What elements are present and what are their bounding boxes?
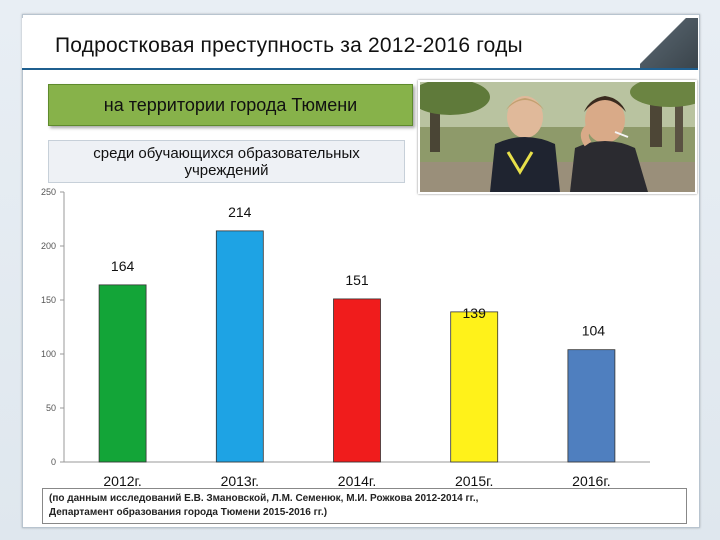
bar-2014г. xyxy=(333,298,381,463)
x-tick-label: 2016г. xyxy=(572,473,610,489)
bar-value-label: 164 xyxy=(111,258,135,274)
title-bar xyxy=(22,18,698,70)
y-tick-label: 50 xyxy=(46,403,56,413)
footnote-line-1: (по данным исследований Е.В. Змановской,… xyxy=(49,493,479,504)
footnote-line-2: Департамент образования города Тюмени 20… xyxy=(49,507,328,518)
bar-2013г. xyxy=(215,230,264,463)
x-tick-label: 2012г. xyxy=(103,473,141,489)
corner-decoration xyxy=(640,18,698,68)
x-tick-label: 2013г. xyxy=(221,473,259,489)
bar-2012г. xyxy=(98,284,147,463)
photo-icon xyxy=(418,80,697,194)
subtitle-scope: среди обучающихся образовательных учрежд… xyxy=(48,140,405,183)
slide-title: Подростковая преступность за 2012-2016 г… xyxy=(55,34,523,57)
bar-value-label: 139 xyxy=(463,305,487,321)
subtitle-region-text: на территории города Тюмени xyxy=(103,94,358,115)
x-tick-label: 2015г. xyxy=(455,473,493,489)
bar-2015г. xyxy=(450,311,499,463)
photo-illustration xyxy=(420,82,695,192)
y-tick-label: 200 xyxy=(41,241,56,251)
subtitle-scope-text: среди обучающихся образовательных учрежд… xyxy=(93,144,360,179)
bar-value-label: 104 xyxy=(582,323,606,339)
bar-value-label: 214 xyxy=(228,204,252,220)
bar-value-label: 151 xyxy=(345,272,369,288)
y-tick-label: 100 xyxy=(41,349,56,359)
y-tick-label: 250 xyxy=(41,187,56,197)
x-tick-label: 2014г. xyxy=(338,473,376,489)
subtitle-region: на территории города Тюмени xyxy=(48,84,413,126)
y-tick-label: 150 xyxy=(41,295,56,305)
bar-2016г. xyxy=(567,349,616,463)
y-tick-label: 0 xyxy=(51,457,56,467)
source-footnote: (по данным исследований Е.В. Змановской,… xyxy=(42,488,687,524)
